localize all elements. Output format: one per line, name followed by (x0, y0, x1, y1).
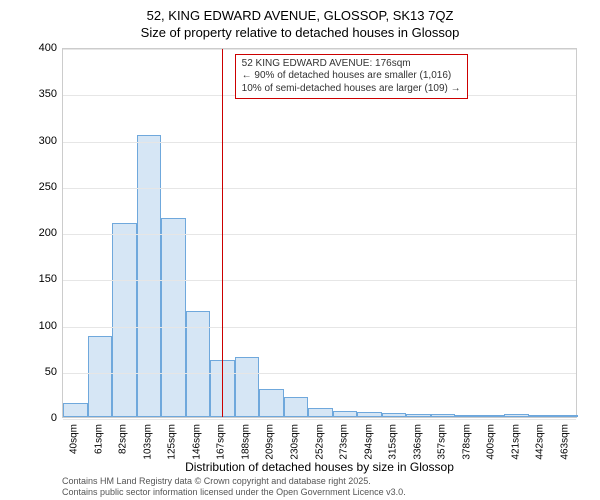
xtick-label: 378sqm (461, 424, 472, 460)
gridline (63, 188, 576, 189)
xtick-label: 40sqm (69, 424, 80, 454)
x-axis-label: Distribution of detached houses by size … (62, 460, 577, 474)
chart-area: 52 KING EDWARD AVENUE: 176sqm← 90% of de… (62, 48, 577, 418)
histogram-bar (529, 415, 554, 417)
ytick-label: 200 (22, 227, 57, 239)
histogram-bar (333, 411, 358, 417)
histogram-bar (161, 218, 186, 417)
histogram-bar (235, 357, 260, 417)
xtick-label: 82sqm (118, 424, 129, 454)
title-line-2: Size of property relative to detached ho… (0, 25, 600, 42)
xtick-label: 421sqm (510, 424, 521, 460)
gridline (63, 142, 576, 143)
histogram-bar (553, 415, 578, 417)
xtick-label: 463sqm (559, 424, 570, 460)
histogram-bar (259, 389, 284, 417)
ytick-label: 250 (22, 181, 57, 193)
reference-line (222, 49, 223, 417)
ytick-label: 50 (22, 366, 57, 378)
xtick-label: 252sqm (314, 424, 325, 460)
plot-area: 52 KING EDWARD AVENUE: 176sqm← 90% of de… (62, 48, 577, 418)
xtick-label: 357sqm (437, 424, 448, 460)
annotation-line: ← 90% of detached houses are smaller (1,… (242, 70, 461, 83)
ytick-label: 350 (22, 88, 57, 100)
attribution-footer: Contains HM Land Registry data © Crown c… (62, 476, 406, 498)
histogram-bar (284, 397, 309, 417)
gridline (63, 234, 576, 235)
xtick-label: 103sqm (142, 424, 153, 460)
xtick-label: 315sqm (388, 424, 399, 460)
xtick-label: 442sqm (535, 424, 546, 460)
xtick-label: 400sqm (486, 424, 497, 460)
annotation-line: 52 KING EDWARD AVENUE: 176sqm (242, 58, 461, 71)
xtick-label: 61sqm (93, 424, 104, 454)
xtick-label: 209sqm (265, 424, 276, 460)
gridline (63, 373, 576, 374)
histogram-bar (112, 223, 137, 417)
histogram-bar (137, 135, 162, 417)
xtick-label: 336sqm (412, 424, 423, 460)
xtick-label: 188sqm (240, 424, 251, 460)
histogram-bar (480, 415, 505, 417)
chart-container: 52, KING EDWARD AVENUE, GLOSSOP, SK13 7Q… (0, 0, 600, 500)
histogram-bar (63, 403, 88, 417)
bars-layer (63, 49, 576, 417)
gridline (63, 327, 576, 328)
xtick-label: 146sqm (191, 424, 202, 460)
xtick-label: 125sqm (167, 424, 178, 460)
histogram-bar (357, 412, 382, 417)
title-block: 52, KING EDWARD AVENUE, GLOSSOP, SK13 7Q… (0, 0, 600, 42)
ytick-label: 100 (22, 320, 57, 332)
title-line-1: 52, KING EDWARD AVENUE, GLOSSOP, SK13 7Q… (0, 8, 600, 25)
annotation-box: 52 KING EDWARD AVENUE: 176sqm← 90% of de… (235, 54, 468, 100)
ytick-label: 400 (22, 42, 57, 54)
histogram-bar (504, 414, 529, 417)
gridline (63, 49, 576, 50)
histogram-bar (455, 415, 480, 417)
footer-line-1: Contains HM Land Registry data © Crown c… (62, 476, 406, 487)
annotation-line: 10% of semi-detached houses are larger (… (242, 83, 461, 96)
histogram-bar (406, 414, 431, 417)
xtick-label: 167sqm (216, 424, 227, 460)
gridline (63, 419, 576, 420)
histogram-bar (308, 408, 333, 417)
ytick-label: 0 (22, 412, 57, 424)
gridline (63, 280, 576, 281)
xtick-label: 273sqm (339, 424, 350, 460)
ytick-label: 300 (22, 135, 57, 147)
histogram-bar (431, 414, 456, 417)
xtick-label: 294sqm (363, 424, 374, 460)
histogram-bar (88, 336, 113, 417)
footer-line-2: Contains public sector information licen… (62, 487, 406, 498)
histogram-bar (382, 413, 407, 417)
ytick-label: 150 (22, 273, 57, 285)
xtick-label: 230sqm (289, 424, 300, 460)
